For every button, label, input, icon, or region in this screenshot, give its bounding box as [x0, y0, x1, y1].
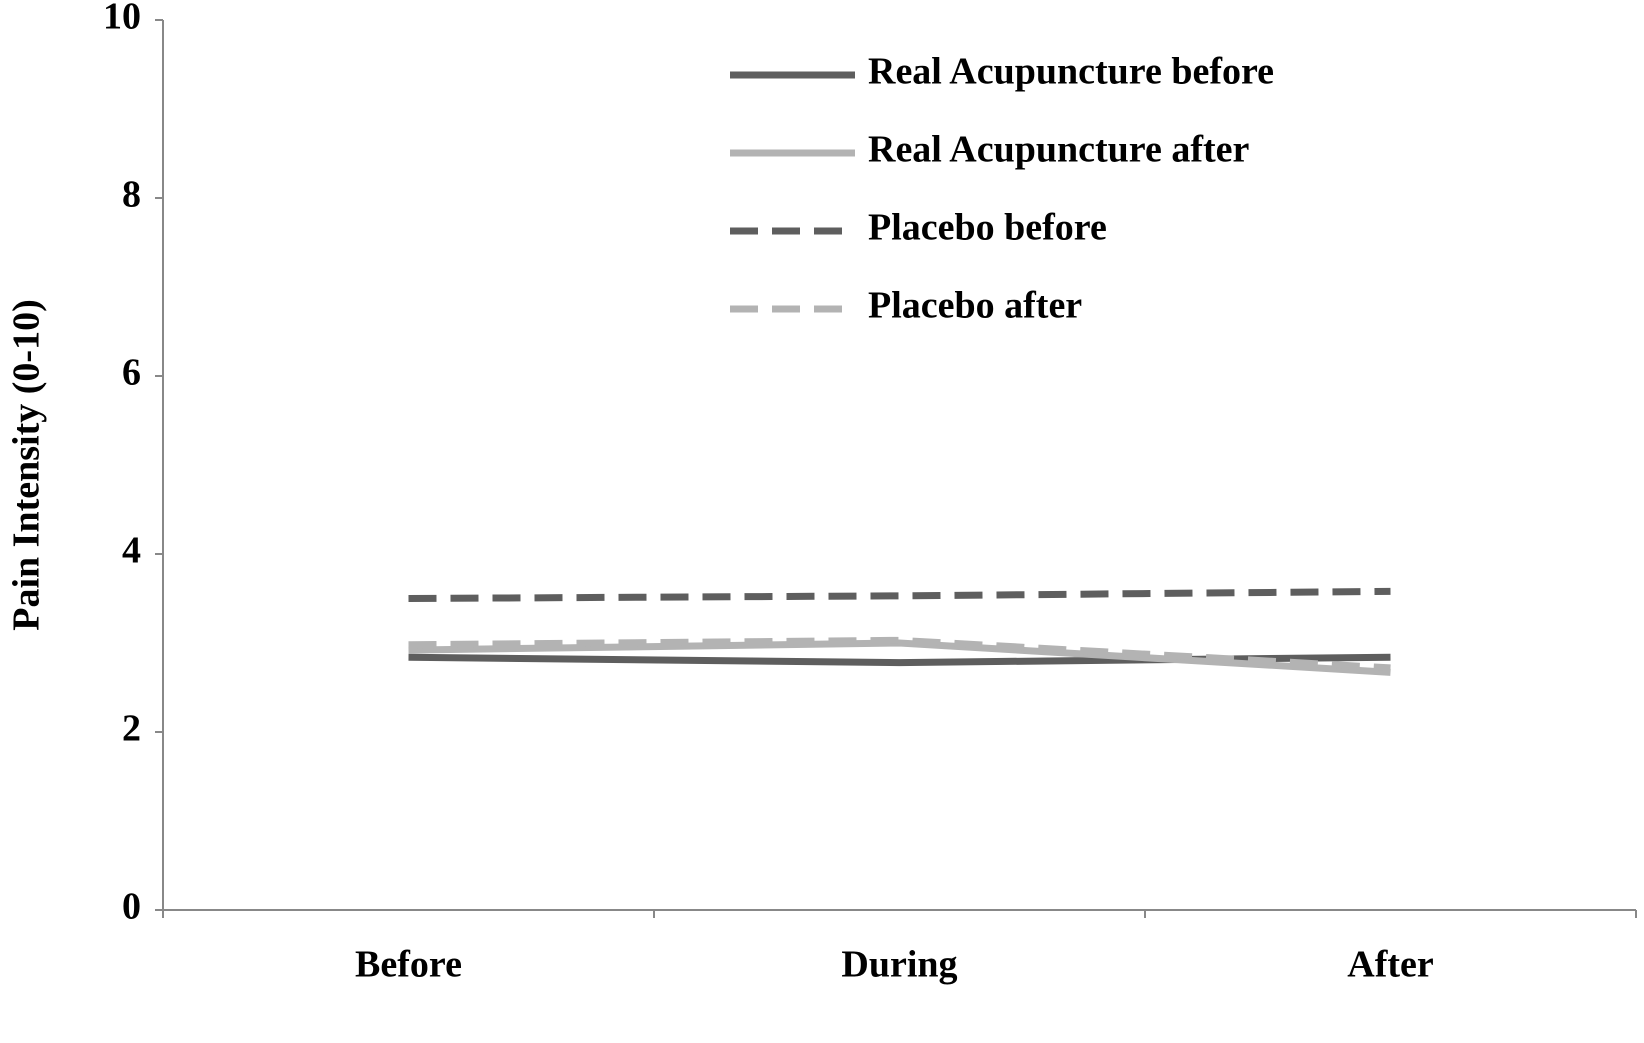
- legend-label: Real Acupuncture before: [868, 51, 1274, 93]
- x-tick-label: Before: [355, 944, 462, 986]
- legend-label: Placebo before: [868, 207, 1107, 249]
- legend-label: Real Acupuncture after: [868, 129, 1249, 171]
- y-axis-label: Pain Intensity (0-10): [6, 299, 48, 630]
- y-tick-label: 0: [122, 886, 141, 928]
- series-line: [408, 587, 1391, 602]
- x-tick-label: During: [841, 944, 957, 986]
- x-tick-label: After: [1347, 944, 1434, 986]
- y-tick-label: 6: [122, 352, 141, 394]
- y-tick-label: 8: [122, 174, 141, 216]
- series-line: [408, 639, 1391, 676]
- legend-label: Placebo after: [868, 285, 1082, 327]
- y-tick-label: 4: [122, 530, 141, 572]
- y-tick-label: 10: [103, 0, 141, 38]
- y-tick-label: 2: [122, 708, 141, 750]
- series-line: [408, 636, 1391, 672]
